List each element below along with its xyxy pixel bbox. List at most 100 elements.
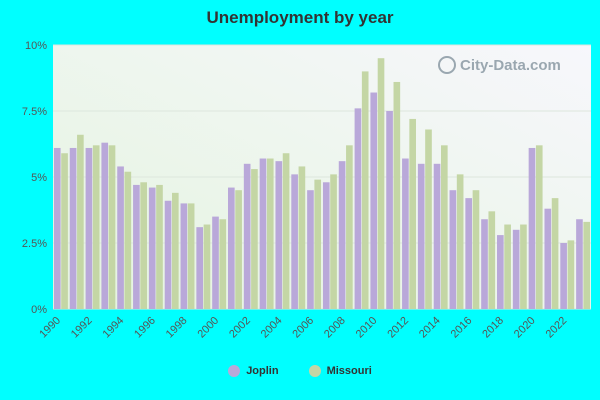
legend-label-joplin: Joplin <box>246 365 279 377</box>
bar-missouri-2013 <box>425 129 432 309</box>
bar-joplin-2007 <box>322 182 330 309</box>
bar-joplin-2022 <box>560 243 567 309</box>
bar-missouri-2011 <box>393 81 401 310</box>
x-tick-label: 2000 <box>195 315 221 341</box>
bar-missouri-2006 <box>314 179 322 309</box>
x-tick-label: 2020 <box>512 315 538 341</box>
bar-missouri-2012 <box>409 118 416 309</box>
bar-missouri-2019 <box>520 224 527 309</box>
bar-missouri-1993 <box>108 145 116 309</box>
bar-joplin-2001 <box>228 187 235 309</box>
bar-joplin-1996 <box>148 187 156 309</box>
x-tick-label: 2014 <box>417 315 443 341</box>
bar-joplin-2018 <box>497 235 504 309</box>
bar-joplin-1995 <box>133 184 140 309</box>
bar-missouri-2010 <box>377 58 385 310</box>
bar-joplin-2006 <box>307 190 314 309</box>
x-tick-label: 2010 <box>354 315 380 341</box>
bar-missouri-2020 <box>535 145 543 309</box>
x-tick-label: 1998 <box>164 315 190 341</box>
watermark-text: City-Data.com <box>460 56 561 74</box>
bar-missouri-1992 <box>92 145 100 309</box>
y-tick-label: 7.5% <box>22 106 47 118</box>
bar-missouri-2023 <box>583 221 591 309</box>
bar-joplin-2008 <box>338 161 346 309</box>
bar-missouri-2004 <box>282 153 290 309</box>
bar-joplin-2002 <box>243 163 251 309</box>
x-tick-label: 1992 <box>69 315 95 341</box>
bar-missouri-2017 <box>488 211 496 309</box>
bar-missouri-2014 <box>440 145 448 309</box>
bar-missouri-1991 <box>77 134 84 309</box>
y-tick-label: 2.5% <box>22 238 47 250</box>
bar-joplin-2016 <box>465 198 473 309</box>
x-tick-label: 2008 <box>322 315 348 341</box>
x-tick-label: 2018 <box>480 315 506 341</box>
chart-title: Unemployment by year <box>206 8 394 27</box>
bar-missouri-2022 <box>567 240 575 309</box>
y-tick-label: 5% <box>31 172 47 184</box>
legend-item-missouri[interactable]: Missouri <box>308 365 372 377</box>
bar-missouri-1998 <box>187 203 195 309</box>
bar-joplin-2015 <box>449 190 457 309</box>
x-tick-label: 2016 <box>449 315 475 341</box>
bar-missouri-2007 <box>330 174 337 309</box>
bar-joplin-1993 <box>101 142 109 309</box>
bar-joplin-1990 <box>53 147 61 309</box>
bar-missouri-1996 <box>156 184 163 309</box>
bar-missouri-2000 <box>219 219 227 309</box>
x-tick-label: 1994 <box>101 315 127 341</box>
bar-joplin-2010 <box>370 92 378 310</box>
bar-missouri-2008 <box>346 145 353 309</box>
bar-joplin-2023 <box>576 219 583 309</box>
bar-joplin-2012 <box>402 158 409 309</box>
bar-missouri-2021 <box>551 198 559 309</box>
bar-joplin-1999 <box>196 227 204 309</box>
bar-missouri-2003 <box>266 158 274 309</box>
bar-joplin-2003 <box>259 158 267 309</box>
legend-swatch-missouri <box>308 365 321 377</box>
bar-joplin-2017 <box>481 219 488 309</box>
bar-missouri-2016 <box>472 190 480 309</box>
bar-missouri-1990 <box>61 153 68 309</box>
bar-missouri-2018 <box>504 224 511 309</box>
watermark: City-Data.com <box>438 56 561 74</box>
bar-joplin-2020 <box>528 147 536 309</box>
y-tick-label: 10% <box>25 40 47 52</box>
bar-missouri-2002 <box>251 169 258 309</box>
legend-label-missouri: Missouri <box>326 365 372 377</box>
bar-missouri-2009 <box>361 71 369 310</box>
bar-missouri-1997 <box>171 192 179 309</box>
x-tick-label: 1990 <box>37 315 63 341</box>
bar-missouri-1995 <box>140 182 147 309</box>
y-tick-label: 0% <box>31 304 47 316</box>
bar-joplin-2019 <box>512 229 520 309</box>
bar-joplin-2014 <box>433 163 441 309</box>
bar-missouri-1994 <box>124 171 132 309</box>
x-tick-label: 2004 <box>259 315 285 341</box>
x-tick-label: 1996 <box>132 315 158 341</box>
bar-missouri-2001 <box>235 190 242 309</box>
legend-swatch-joplin <box>228 365 241 377</box>
x-tick-label: 2006 <box>290 315 316 341</box>
bar-missouri-2015 <box>456 174 464 309</box>
bar-joplin-2011 <box>386 111 393 309</box>
bar-joplin-2004 <box>275 161 283 309</box>
bar-joplin-1992 <box>85 147 93 309</box>
bar-joplin-2005 <box>291 174 298 309</box>
bar-joplin-2021 <box>544 208 552 309</box>
magnifier-icon <box>438 56 456 74</box>
x-tick-label: 2022 <box>544 315 570 341</box>
x-tick-label: 2002 <box>227 315 253 341</box>
bar-joplin-2013 <box>417 163 425 309</box>
legend-item-joplin[interactable]: Joplin <box>228 365 279 377</box>
bar-missouri-1999 <box>203 224 211 309</box>
bar-missouri-2005 <box>298 166 306 309</box>
bar-joplin-1998 <box>180 203 188 309</box>
bar-joplin-1991 <box>69 147 77 309</box>
x-tick-label: 2012 <box>385 315 411 341</box>
bar-joplin-2009 <box>354 108 362 309</box>
bar-joplin-1994 <box>117 166 124 309</box>
